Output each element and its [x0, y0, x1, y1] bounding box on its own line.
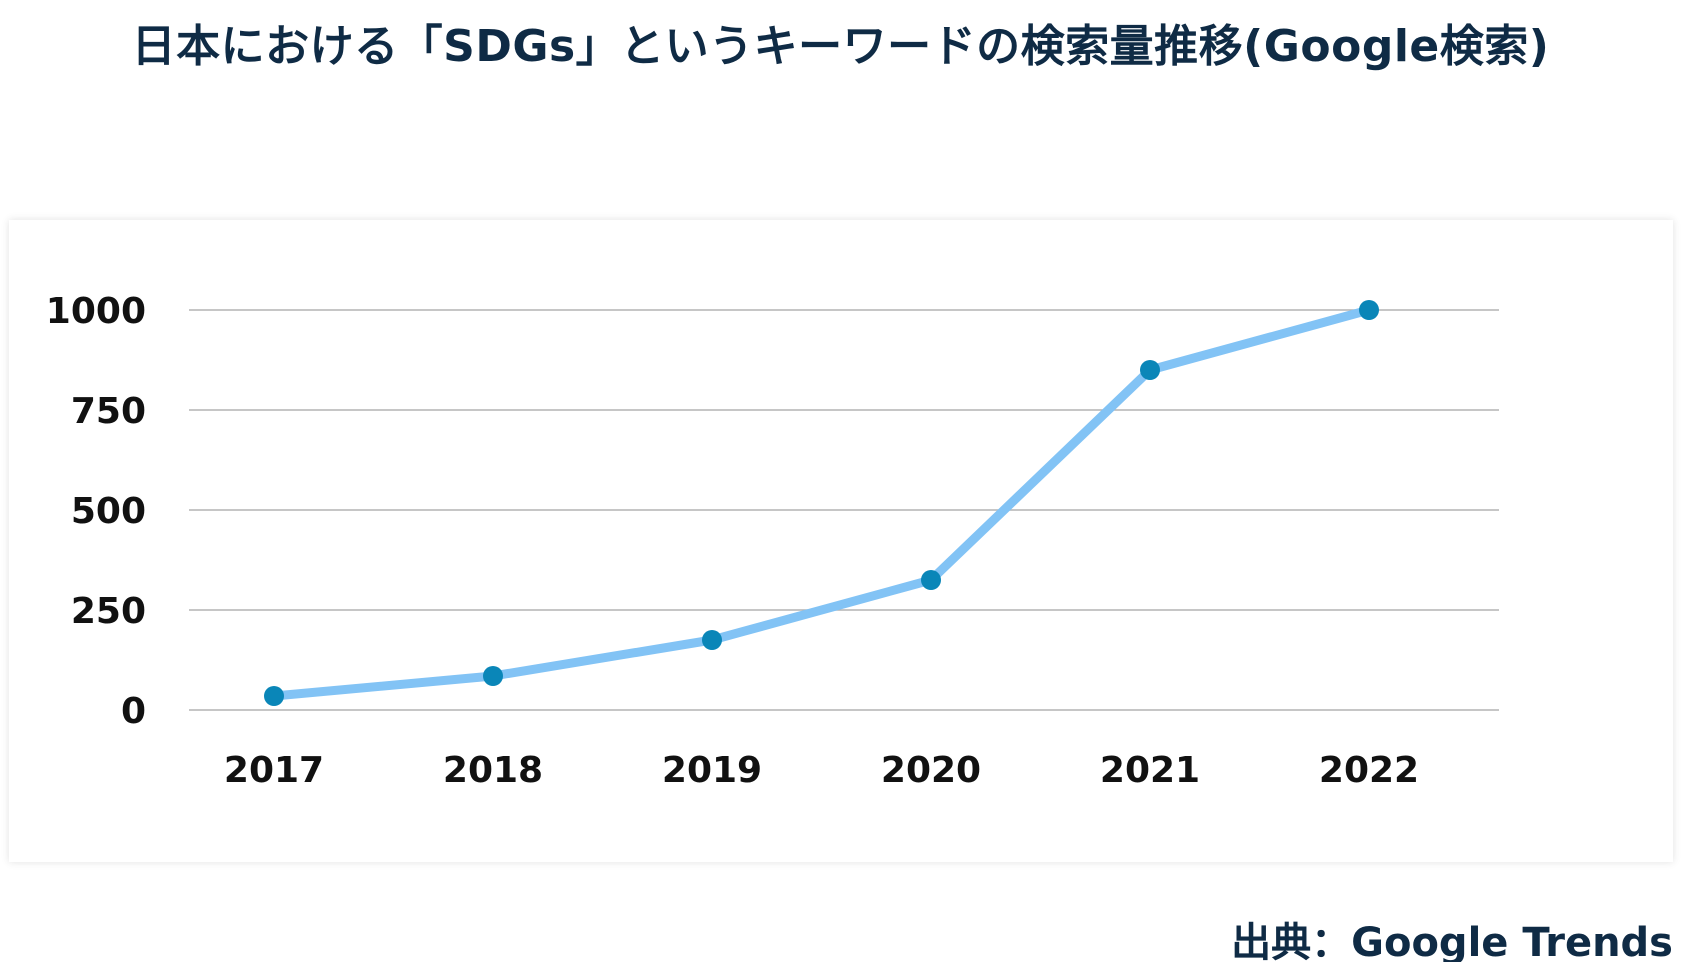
grid-lines: [189, 309, 1499, 711]
chart-card: 0 250 500 750 1000 2017 2018 2019 2020 2021 2022: [9, 220, 1673, 862]
series-line: [269, 305, 1374, 701]
x-tick-label: 2018: [443, 750, 543, 791]
x-tick-label: 2019: [662, 750, 762, 791]
y-tick-label: 1000: [46, 291, 146, 332]
data-point-2020: [921, 570, 941, 590]
y-tick-label: 500: [71, 491, 146, 532]
data-point-2017: [264, 686, 284, 706]
x-tick-label: 2021: [1100, 750, 1200, 791]
chart-title: 日本における「SDGs」というキーワードの検索量推移(Google検索): [131, 21, 1550, 72]
y-tick-label: 250: [71, 591, 146, 632]
data-point-2022: [1359, 300, 1379, 320]
x-tick-label: 2017: [224, 750, 324, 791]
x-tick-label: 2022: [1319, 750, 1419, 791]
data-point-2019: [702, 630, 722, 650]
x-axis-labels: 2017 2018 2019 2020 2021 2022: [224, 750, 1419, 791]
line-chart: 0 250 500 750 1000 2017 2018 2019 2020 2021 2022: [46, 291, 1499, 791]
x-tick-label: 2020: [881, 750, 981, 791]
y-axis-labels: 0 250 500 750 1000: [46, 291, 146, 732]
series-lines: [269, 305, 1374, 701]
data-point-2021: [1140, 360, 1160, 380]
source-note: 出典：Google Trends: [1231, 920, 1673, 962]
data-point-2018: [483, 666, 503, 686]
y-tick-label: 750: [71, 391, 146, 432]
data-points: [264, 300, 1379, 706]
y-tick-label: 0: [121, 691, 146, 732]
